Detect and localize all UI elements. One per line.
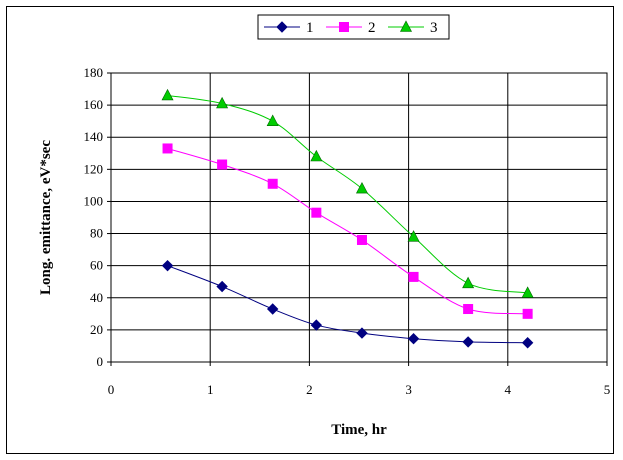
data-point-2 [356, 234, 367, 245]
data-point-1 [356, 327, 368, 339]
legend: 1 2 3 [257, 14, 450, 40]
y-tick-label: 60 [90, 258, 103, 273]
y-tick-label: 120 [84, 161, 104, 176]
data-point-1 [216, 280, 228, 293]
y-tick-label: 80 [90, 226, 103, 241]
plot-area-border [110, 72, 608, 363]
y-tick-label: 40 [90, 290, 103, 305]
x-tick-label: 3 [405, 382, 412, 397]
series [161, 88, 534, 349]
data-point-1 [462, 336, 474, 348]
data-point-2 [267, 178, 278, 189]
data-point-3 [407, 230, 420, 242]
series-2 [162, 143, 533, 319]
legend-label: 2 [368, 20, 376, 36]
data-point-1 [310, 319, 323, 331]
data-point-1 [161, 259, 174, 272]
legend-marker-3 [400, 20, 412, 32]
y-tick-label: 0 [97, 354, 104, 369]
legend-label: 1 [306, 20, 314, 36]
legend-item-3: 3 [388, 20, 438, 36]
x-tick-label: 0 [108, 382, 115, 397]
data-point-2 [311, 207, 322, 218]
data-point-3 [355, 181, 368, 194]
data-point-2 [217, 159, 228, 170]
data-point-1 [407, 333, 420, 345]
x-tick-label: 5 [604, 382, 611, 397]
legend-label: 3 [430, 20, 438, 36]
series-line-2 [167, 147, 528, 315]
data-point-3 [521, 286, 534, 298]
data-point-2 [408, 271, 419, 282]
y-axis-label: Long. emittance, eV*sec [38, 140, 54, 295]
data-point-2 [463, 304, 474, 315]
x-tick-label: 1 [207, 382, 214, 397]
x-tick-label: 2 [306, 382, 313, 397]
data-point-2 [522, 308, 533, 319]
series-line-3 [167, 94, 528, 294]
data-point-3 [310, 149, 323, 162]
x-axis-label: Time, hr [331, 422, 387, 438]
y-axis-ticks: 0 20 40 60 80 100 120 140 160 180 [84, 65, 111, 369]
data-point-1 [521, 337, 534, 349]
legend-marker-1 [276, 21, 288, 33]
y-tick-label: 140 [84, 129, 104, 144]
data-point-3 [462, 276, 475, 289]
legend-item-1: 1 [264, 20, 314, 36]
data-point-2 [162, 143, 173, 154]
x-tick-label: 4 [505, 382, 512, 397]
legend-item-2: 2 [326, 20, 376, 36]
series-1 [161, 259, 534, 349]
series-line-1 [167, 265, 528, 344]
data-point-3 [161, 88, 174, 101]
y-tick-label: 100 [84, 193, 104, 208]
chart-area [6, 6, 614, 454]
data-point-1 [266, 303, 279, 315]
y-tick-label: 20 [90, 322, 103, 337]
y-tick-label: 180 [84, 65, 104, 80]
x-axis-ticks: 0 1 2 3 4 5 [108, 362, 611, 397]
y-tick-label: 160 [84, 97, 104, 112]
legend-marker-2 [339, 22, 349, 32]
data-point-3 [266, 114, 279, 126]
series-3 [161, 88, 534, 298]
data-point-3 [216, 96, 229, 109]
